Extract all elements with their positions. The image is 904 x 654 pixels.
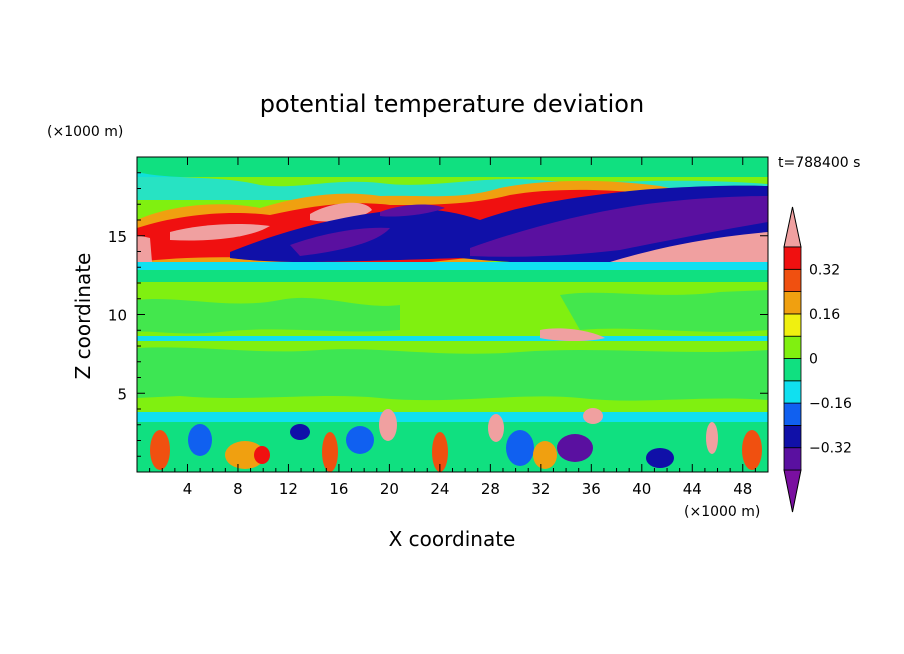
x-unit-label: (×1000 m) (684, 504, 760, 520)
field-purple-1 (290, 227, 390, 256)
colorbar (783, 206, 802, 513)
x-tick-label-2: 12 (279, 480, 298, 498)
field-green-patch-3 (137, 347, 768, 401)
field-green-mid (137, 270, 768, 282)
chart-title: potential temperature deviation (260, 90, 644, 118)
y-axis-label: Z coordinate (71, 253, 95, 380)
x-tick-label-10: 44 (683, 480, 702, 498)
field-purple-3 (380, 204, 445, 217)
colorbar-labels: 0.32 0.16 0 −0.16 −0.32 (809, 262, 852, 456)
x-tick-label-8: 36 (582, 480, 601, 498)
field-pink-1 (170, 224, 270, 241)
field-bl-red-7 (742, 430, 762, 470)
field-green-patch-2 (560, 290, 768, 332)
colorbar-box-2 (783, 402, 802, 426)
colorbar-label-4: −0.32 (809, 441, 852, 457)
x-tick-label-3: 16 (329, 480, 348, 498)
field-bl-red-6 (533, 441, 557, 469)
field-purple-2 (470, 196, 768, 257)
colorbar-box-0 (783, 447, 802, 471)
x-tick-label-4: 20 (380, 480, 399, 498)
field-bl-blue-2 (290, 424, 310, 440)
field-cyan-3km (137, 412, 768, 422)
field-bl-blue-5 (646, 448, 674, 468)
plot-area (137, 157, 768, 472)
x-tick-label-11: 48 (733, 480, 752, 498)
field-upper-green (137, 157, 768, 177)
x-tick-label-7: 32 (531, 480, 550, 498)
field-bl-pink-2 (488, 414, 504, 442)
colorbar-box-6 (783, 313, 802, 337)
field-bl-purple-1 (557, 434, 593, 462)
colorbar-box-4 (783, 358, 802, 382)
field-warm-8km (540, 328, 605, 341)
field-bl-pink-1 (379, 409, 397, 441)
field-bl-red-2 (225, 441, 265, 469)
colorbar-box-9 (783, 246, 802, 270)
field-bl-blue-1 (188, 424, 212, 456)
field-bl-red-4 (322, 432, 338, 472)
field-bl-pink-3 (583, 408, 603, 424)
field-bl-blue-4 (506, 430, 534, 466)
x-tick-label-9: 40 (632, 480, 651, 498)
y-axis-ticks: 5 10 15 (108, 172, 768, 457)
colorbar-label-3: −0.16 (809, 396, 852, 412)
field-bl-red-1 (150, 430, 170, 470)
field-bl-red-3 (254, 446, 270, 464)
y-unit-label: (×1000 m) (47, 124, 123, 140)
field-pink-6 (137, 235, 152, 265)
x-axis-ticks: 4 8 12 16 20 24 28 32 36 40 44 48 (149, 157, 756, 498)
colorbar-box-1 (783, 424, 802, 449)
colorbar-box-8 (783, 268, 802, 292)
x-axis-label: X coordinate (389, 527, 516, 551)
colorbar-top-arrow (783, 206, 802, 248)
x-tick-label-5: 24 (430, 480, 449, 498)
field-cyan-8km (137, 336, 768, 341)
colorbar-label-0: 0.32 (809, 262, 840, 278)
x-tick-label-1: 8 (233, 480, 243, 498)
y-tick-label-0: 5 (117, 385, 127, 403)
field-green-patch-1 (137, 297, 400, 334)
field-cyan-13km (137, 262, 768, 270)
y-tick-label-1: 10 (108, 307, 127, 325)
colorbar-box-7 (783, 291, 802, 315)
time-label: t=788400 s (778, 155, 860, 171)
colorbar-box-5 (783, 335, 802, 359)
field-bl-blue-3 (346, 426, 374, 454)
x-tick-label-6: 28 (481, 480, 500, 498)
colorbar-label-2: 0 (809, 352, 818, 368)
field-bl-red-5 (432, 432, 448, 472)
colorbar-bottom-arrow (783, 469, 802, 513)
x-tick-label-0: 4 (183, 480, 193, 498)
colorbar-label-1: 0.16 (809, 307, 840, 323)
colorbar-box-3 (783, 380, 802, 404)
y-tick-label-2: 15 (108, 228, 127, 246)
field-bl-pink-4 (706, 422, 718, 454)
